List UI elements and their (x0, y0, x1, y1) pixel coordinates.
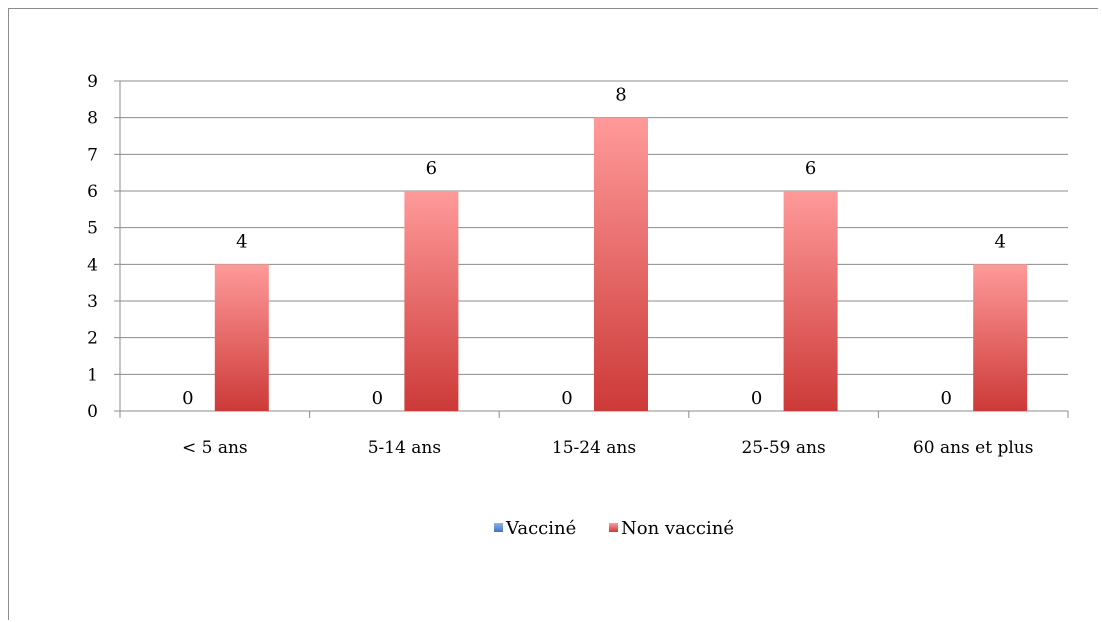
bar-non-vaccine (214, 264, 269, 411)
labels: 0 1 2 3 4 5 6 7 8 9 < 5 ans 5-14 ans 15-24 ans 25-59 … (87, 72, 1033, 458)
y-tick-label: 1 (87, 365, 98, 385)
y-tick-label: 0 (87, 402, 98, 422)
chart-frame (8, 8, 1098, 620)
x-tick-label: 60 ans et plus (913, 438, 1034, 458)
y-tick-label: 7 (87, 145, 98, 165)
legend: Vacciné Non vacciné (494, 518, 734, 539)
x-tick-label: < 5 ans (182, 438, 248, 458)
data-label-vaccine: 0 (372, 388, 383, 409)
data-label-non-vaccine: 8 (615, 85, 626, 106)
y-tick-label: 2 (87, 329, 98, 349)
data-label-vaccine: 0 (940, 388, 951, 409)
bars (214, 117, 1028, 412)
x-tick-label: 25-59 ans (741, 438, 825, 458)
data-label-non-vaccine: 6 (805, 158, 816, 179)
data-label-vaccine: 0 (751, 388, 762, 409)
y-tick-label: 9 (87, 72, 98, 92)
bar-non-vaccine (973, 264, 1028, 411)
legend-swatch-vaccine (494, 523, 503, 532)
legend-label-vaccine: Vacciné (505, 518, 576, 539)
data-label-vaccine: 0 (182, 388, 193, 409)
x-tick-label: 15-24 ans (552, 438, 636, 458)
legend-label-non-vaccine: Non vacciné (621, 518, 734, 539)
bar-non-vaccine (783, 191, 838, 411)
data-label-non-vaccine: 4 (236, 231, 247, 252)
bar-non-vaccine (594, 117, 648, 412)
y-tick-label: 4 (87, 255, 98, 275)
legend-swatch-non-vaccine (609, 523, 618, 532)
bar-non-vaccine (404, 191, 459, 411)
y-tick-label: 3 (87, 292, 98, 312)
x-tick-label: 5-14 ans (368, 438, 441, 458)
y-tick-label: 8 (87, 109, 98, 129)
data-label-non-vaccine: 4 (994, 231, 1005, 252)
data-label-non-vaccine: 6 (426, 158, 437, 179)
y-tick-label: 6 (87, 182, 98, 202)
data-label-vaccine: 0 (561, 388, 572, 409)
y-tick-label: 5 (87, 219, 98, 239)
